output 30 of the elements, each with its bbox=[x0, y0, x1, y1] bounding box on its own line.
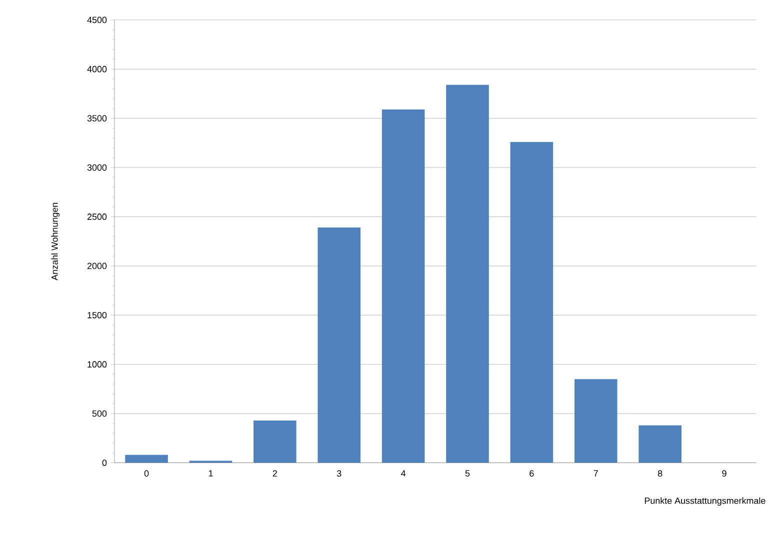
y-tick-label: 1000 bbox=[88, 360, 107, 368]
y-tick-label: 2000 bbox=[87, 262, 107, 269]
y-tick-label: 4500 bbox=[87, 16, 107, 23]
x-axis-title: Punkte Ausstattungsmerkmale bbox=[644, 497, 766, 506]
bar bbox=[638, 425, 682, 463]
x-tick-label: 1 bbox=[208, 470, 213, 476]
x-tick-label: 7 bbox=[594, 470, 598, 476]
x-tick-label: 5 bbox=[465, 470, 470, 476]
y-tick-label: 1500 bbox=[88, 312, 107, 318]
bar bbox=[125, 454, 168, 463]
y-tick-label: 0 bbox=[102, 459, 107, 466]
y-tick-label: 500 bbox=[92, 410, 107, 417]
x-tick-label: 6 bbox=[530, 470, 534, 476]
x-tick-label: 8 bbox=[658, 470, 662, 476]
y-tick-label: 4000 bbox=[87, 66, 107, 72]
bar bbox=[446, 84, 489, 463]
bar bbox=[318, 227, 361, 463]
y-axis-title: Anzahl Wohnungen bbox=[51, 202, 60, 280]
x-tick-label: 4 bbox=[401, 470, 406, 476]
x-tick-label: 2 bbox=[272, 470, 277, 476]
y-tick-label: 2500 bbox=[87, 213, 107, 220]
x-tick-label: 9 bbox=[722, 470, 726, 476]
bar bbox=[574, 378, 618, 463]
bar bbox=[510, 142, 554, 463]
x-tick-label: 0 bbox=[144, 470, 149, 476]
y-tick-label: 3500 bbox=[87, 114, 107, 122]
y-tick-label: 3000 bbox=[87, 164, 107, 171]
x-tick-label: 3 bbox=[336, 470, 342, 476]
bar bbox=[254, 420, 296, 463]
bar bbox=[382, 109, 425, 463]
